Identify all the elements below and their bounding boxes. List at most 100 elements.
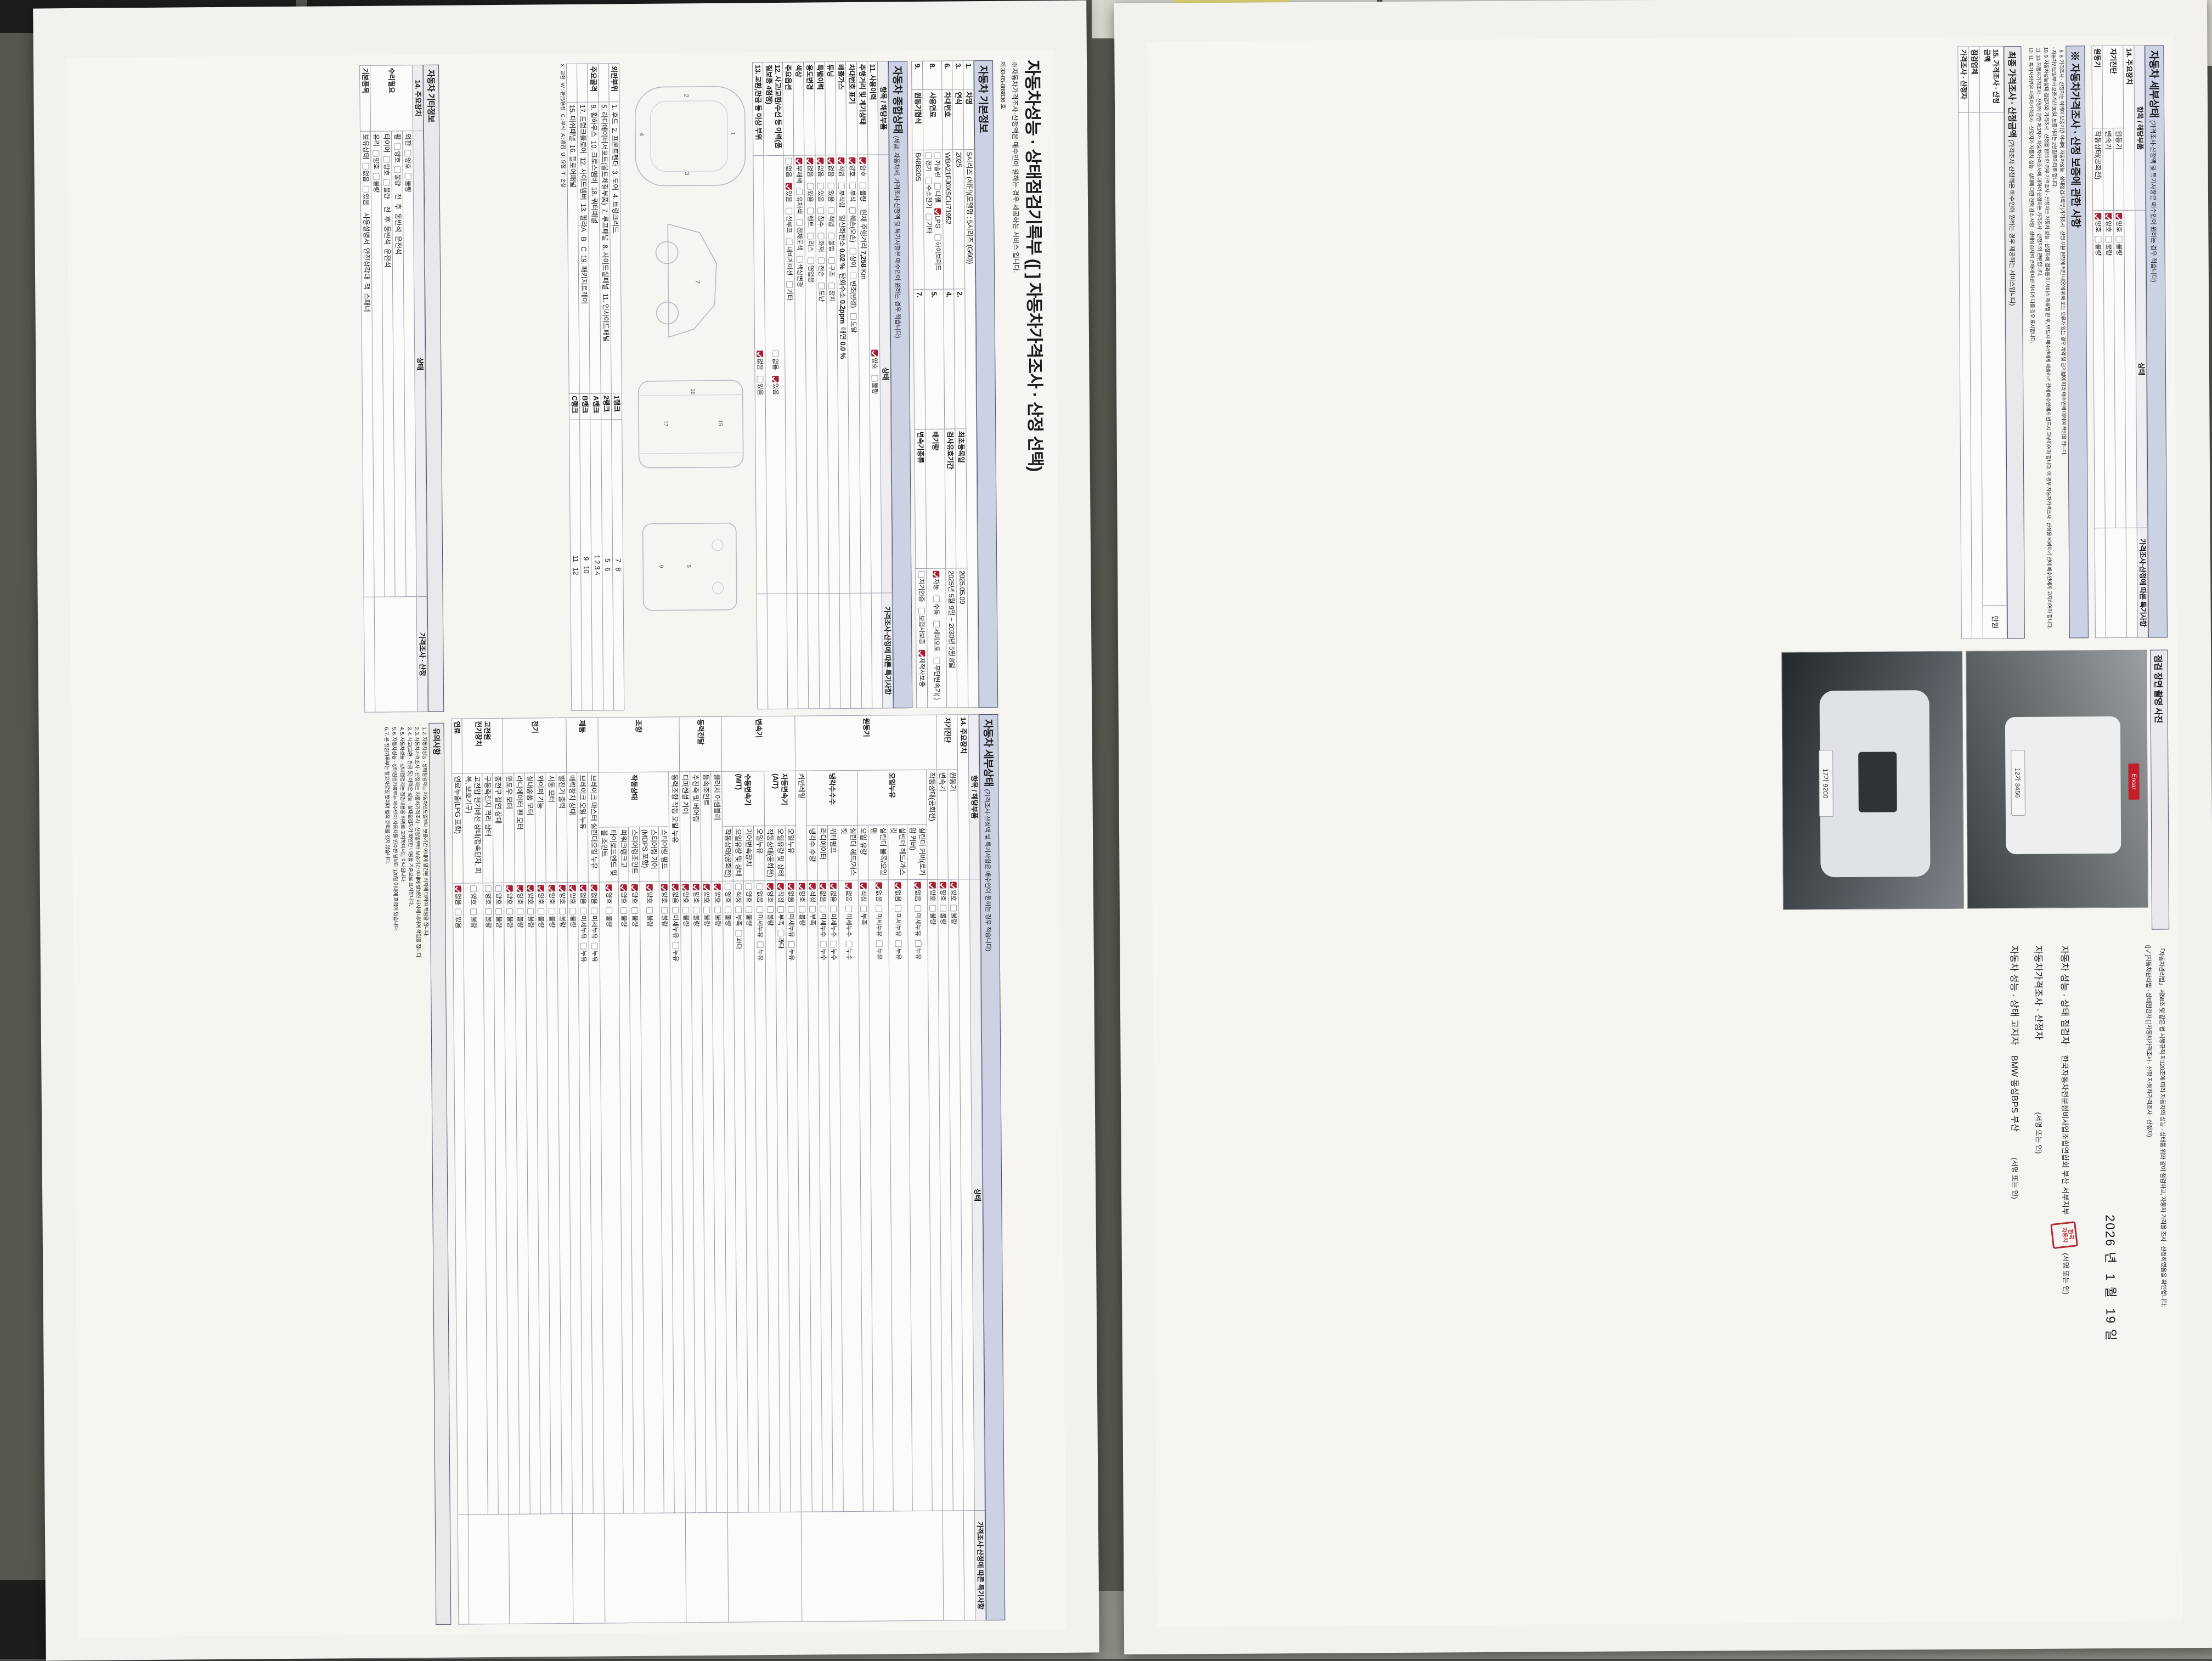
checkbox-bad[interactable] <box>527 908 534 915</box>
checkbox-none[interactable] <box>455 885 462 892</box>
checkbox-leak[interactable] <box>831 940 838 948</box>
checkbox-bad[interactable] <box>714 907 721 914</box>
checkbox-bad[interactable] <box>646 907 653 914</box>
checkbox-leak[interactable] <box>895 940 902 947</box>
checkbox-minor-leak[interactable] <box>672 907 679 914</box>
checkbox-bad[interactable] <box>606 907 613 914</box>
checkbox-sunroof[interactable] <box>786 207 793 214</box>
checkbox-achromatic[interactable] <box>795 157 803 165</box>
checkbox-good[interactable] <box>798 883 805 890</box>
checkbox-none[interactable] <box>894 882 901 889</box>
checkbox-use-yes[interactable] <box>806 182 814 190</box>
checkbox-hybrid[interactable] <box>934 234 941 241</box>
checkbox-vin-damage[interactable] <box>849 207 856 214</box>
checkbox-gasoline[interactable] <box>934 152 941 159</box>
checkbox-tuning-device[interactable] <box>828 282 836 289</box>
checkbox-special-none[interactable] <box>817 157 824 165</box>
checkbox-good[interactable] <box>2105 213 2112 220</box>
checkbox-self-cert[interactable] <box>918 570 925 578</box>
checkbox-special-yes[interactable] <box>817 182 824 189</box>
checkbox-bad[interactable] <box>620 907 628 914</box>
checkbox-good[interactable] <box>527 885 534 892</box>
checkbox-none[interactable] <box>362 162 369 170</box>
checkbox-good[interactable] <box>950 882 957 889</box>
checkbox-none[interactable] <box>590 884 597 891</box>
checkbox-bad[interactable] <box>631 907 638 914</box>
checkbox-yes[interactable] <box>362 185 369 193</box>
checkbox-none[interactable] <box>914 882 921 889</box>
checkbox-bad[interactable] <box>548 908 555 915</box>
checkbox-low[interactable] <box>735 906 742 913</box>
checkbox-bad[interactable] <box>703 907 710 914</box>
checkbox-manual[interactable] <box>933 595 940 602</box>
checkbox-minor-leak[interactable] <box>820 906 827 913</box>
checkbox-bad[interactable] <box>470 908 477 916</box>
checkbox-good[interactable] <box>538 885 545 892</box>
checkbox-bad[interactable] <box>693 907 700 914</box>
checkbox-odo-good[interactable] <box>859 157 866 164</box>
checkbox-adequate[interactable] <box>777 883 785 890</box>
checkbox-vin-altered[interactable] <box>849 273 856 280</box>
checkbox-good[interactable] <box>558 885 566 892</box>
checkbox-leak[interactable] <box>820 941 827 948</box>
checkbox-bad[interactable] <box>746 906 753 913</box>
checkbox-auto[interactable] <box>933 570 940 578</box>
checkbox-insurer[interactable] <box>918 607 925 614</box>
checkbox-bad[interactable] <box>394 166 401 173</box>
checkbox-none[interactable] <box>788 883 795 890</box>
checkbox-adequate[interactable] <box>735 883 742 890</box>
checkbox-bad[interactable] <box>940 905 947 912</box>
checkbox-bad[interactable] <box>2095 236 2102 243</box>
checkbox-good[interactable] <box>693 884 700 891</box>
checkbox-hydrogen[interactable] <box>925 177 932 184</box>
checkbox-electric[interactable] <box>925 152 932 159</box>
checkbox-minor-leak[interactable] <box>756 906 763 913</box>
checkbox-navigation[interactable] <box>786 238 793 245</box>
checkbox-option-etc[interactable] <box>786 281 793 288</box>
checkbox-good[interactable] <box>766 883 774 890</box>
checkbox-tuning-none[interactable] <box>827 157 834 165</box>
checkbox-low[interactable] <box>777 906 785 913</box>
checkbox-good[interactable] <box>373 150 380 157</box>
checkbox-tuning-legal[interactable] <box>828 207 835 214</box>
checkbox-leak[interactable] <box>757 941 764 948</box>
checkbox-minor-leak[interactable] <box>830 906 837 913</box>
checkbox-leak[interactable] <box>915 940 922 947</box>
checkbox-leak[interactable] <box>876 940 883 947</box>
checkbox-rent[interactable] <box>806 207 814 214</box>
checkbox-bad[interactable] <box>517 908 524 915</box>
checkbox-maker[interactable] <box>918 649 926 657</box>
checkbox-leak[interactable] <box>845 940 853 947</box>
checkbox-good[interactable] <box>605 884 612 891</box>
checkbox-good[interactable] <box>495 885 503 892</box>
checkbox-bad[interactable] <box>725 906 732 914</box>
checkbox-bad[interactable] <box>661 907 668 914</box>
checkbox-good[interactable] <box>569 884 577 891</box>
checkbox-bad[interactable] <box>569 908 577 915</box>
checkbox-bad[interactable] <box>506 908 513 916</box>
checkbox-good[interactable] <box>2115 212 2123 219</box>
checkbox-tuning-illegal[interactable] <box>828 232 835 239</box>
checkbox-emission-fail[interactable] <box>838 182 845 189</box>
checkbox-vin-corrosion[interactable] <box>849 182 856 189</box>
checkbox-minor-leak[interactable] <box>875 905 882 912</box>
checkbox-good[interactable] <box>929 882 936 889</box>
checkbox-excess[interactable] <box>777 929 785 936</box>
checkbox-semiauto[interactable] <box>933 620 940 628</box>
checkbox-vin-paint[interactable] <box>850 313 857 320</box>
checkbox-bad[interactable] <box>538 908 545 915</box>
checkbox-total-loss[interactable] <box>817 257 825 264</box>
checkbox-good[interactable] <box>682 884 689 891</box>
checkbox-fire[interactable] <box>817 232 825 239</box>
checkbox-option-yes[interactable] <box>785 183 793 190</box>
checkbox-good[interactable] <box>661 884 668 891</box>
checkbox-tuning-structure[interactable] <box>828 257 836 264</box>
checkbox-minor-leak[interactable] <box>845 906 853 913</box>
checkbox-bad[interactable] <box>682 907 690 914</box>
checkbox-leak[interactable] <box>591 942 598 950</box>
checkbox-option-none[interactable] <box>785 157 792 165</box>
checkbox-bad[interactable] <box>2115 236 2123 243</box>
checkbox-yes[interactable] <box>455 908 462 916</box>
checkbox-minor-leak[interactable] <box>914 905 921 912</box>
checkbox-lease[interactable] <box>807 232 814 240</box>
